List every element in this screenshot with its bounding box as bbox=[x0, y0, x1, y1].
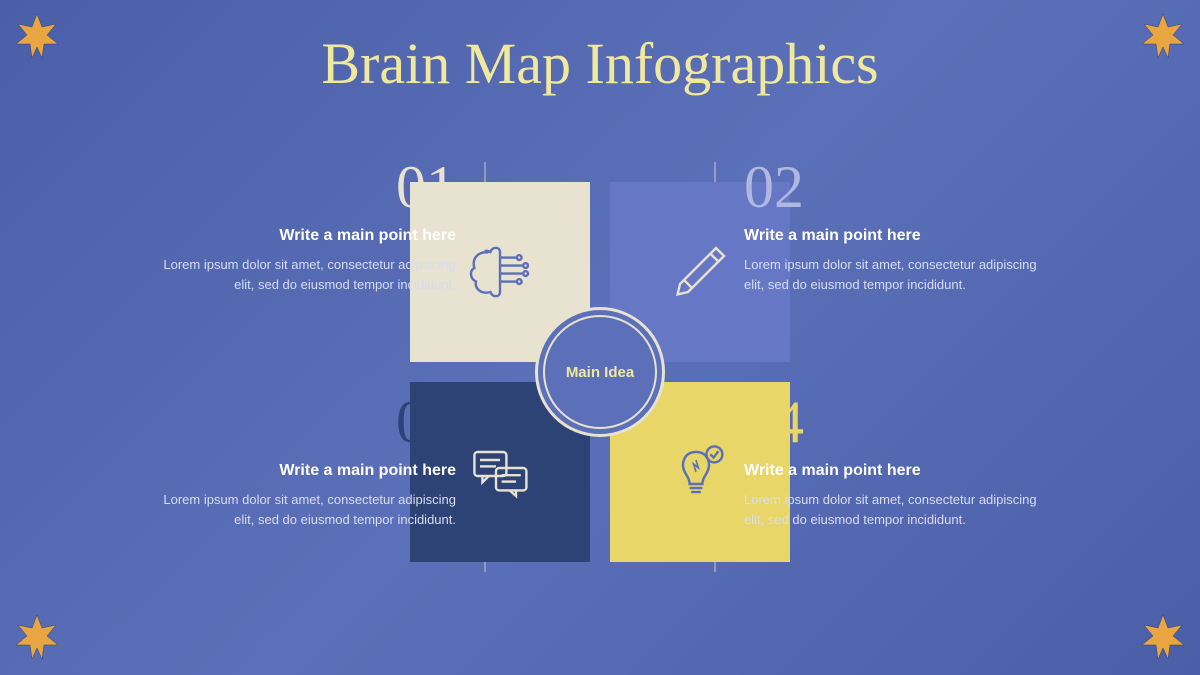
pencil-icon bbox=[660, 232, 740, 312]
number-3: 03 bbox=[156, 392, 456, 452]
heading-2: Write a main point here bbox=[744, 227, 1044, 245]
body-1: Lorem ipsum dolor sit amet, consectetur … bbox=[156, 255, 456, 294]
heading-1: Write a main point here bbox=[156, 227, 456, 245]
body-4: Lorem ipsum dolor sit amet, consectetur … bbox=[744, 490, 1044, 529]
lightbulb-icon bbox=[660, 432, 740, 512]
text-block-4: 04 Write a main point here Lorem ipsum d… bbox=[744, 392, 1044, 529]
body-2: Lorem ipsum dolor sit amet, consectetur … bbox=[744, 255, 1044, 294]
center-circle: Main Idea bbox=[535, 307, 665, 437]
star-icon bbox=[12, 12, 62, 62]
infographic-content: Main Idea 01 Write a main point here Lor… bbox=[0, 122, 1200, 622]
text-block-2: 02 Write a main point here Lorem ipsum d… bbox=[744, 157, 1044, 294]
page-title: Brain Map Infographics bbox=[0, 0, 1200, 97]
brain-circuit-icon bbox=[460, 232, 540, 312]
number-4: 04 bbox=[744, 392, 1044, 452]
text-block-1: 01 Write a main point here Lorem ipsum d… bbox=[156, 157, 456, 294]
chat-icon bbox=[460, 432, 540, 512]
center-label: Main Idea bbox=[566, 364, 634, 381]
number-2: 02 bbox=[744, 157, 1044, 217]
text-block-3: 03 Write a main point here Lorem ipsum d… bbox=[156, 392, 456, 529]
quadrant-grid: Main Idea bbox=[410, 182, 790, 562]
heading-4: Write a main point here bbox=[744, 462, 1044, 480]
heading-3: Write a main point here bbox=[156, 462, 456, 480]
body-3: Lorem ipsum dolor sit amet, consectetur … bbox=[156, 490, 456, 529]
star-icon bbox=[1138, 12, 1188, 62]
number-1: 01 bbox=[156, 157, 456, 217]
